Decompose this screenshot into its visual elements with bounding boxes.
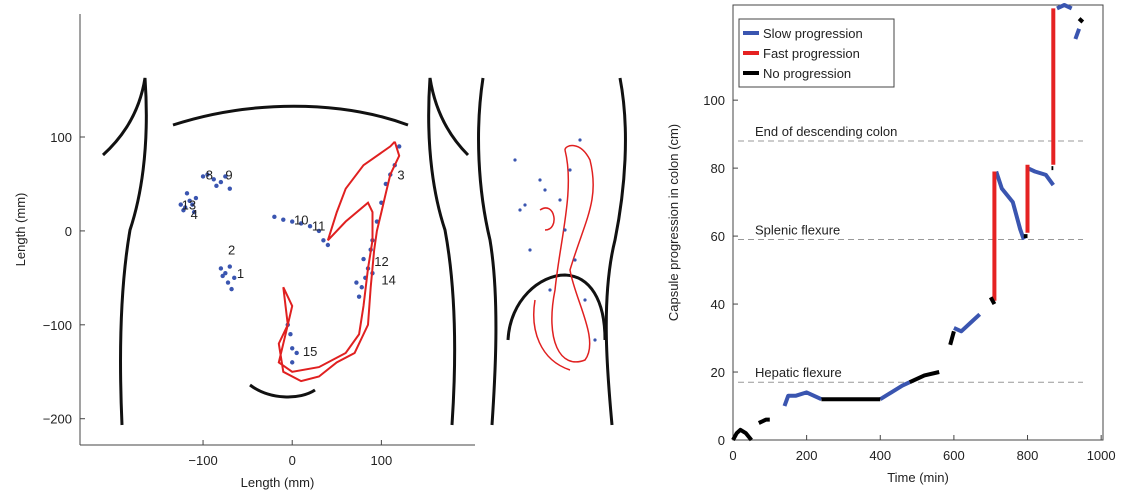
annotation: 8 — [206, 168, 213, 183]
annotation: 11 — [312, 218, 326, 233]
x-tick-label: 200 — [796, 448, 818, 463]
point — [288, 332, 292, 336]
annotation: 15 — [303, 344, 317, 359]
legend-label: Slow progression — [763, 26, 863, 41]
point — [214, 184, 218, 188]
y-tick-label: 20 — [711, 365, 725, 380]
point — [228, 186, 232, 190]
y-tick-label: 100 — [703, 93, 725, 108]
point — [185, 191, 189, 195]
annotation: 9 — [225, 168, 232, 183]
reference-label: End of descending colon — [755, 124, 897, 139]
point — [232, 276, 236, 280]
annotation: 12 — [374, 254, 388, 269]
reference-label: Splenic flexure — [755, 222, 840, 237]
annotation: 14 — [381, 273, 395, 288]
legend-label: No progression — [763, 66, 851, 81]
x-tick-label: −100 — [188, 453, 217, 468]
point — [201, 174, 205, 178]
point — [354, 280, 358, 284]
point — [290, 360, 294, 364]
y-tick-label: −200 — [43, 412, 72, 427]
y-tick-label: 0 — [718, 433, 725, 448]
y-tick-label: 80 — [711, 161, 725, 176]
y-tick-label: −100 — [43, 318, 72, 333]
point — [219, 180, 223, 184]
y-tick-label: 60 — [711, 229, 725, 244]
x-tick-label: 0 — [729, 448, 736, 463]
point — [226, 280, 230, 284]
side-view — [513, 138, 596, 370]
figure: −1000100−200−1000100Length (mm)Length (m… — [0, 0, 1123, 495]
x-tick-label: 1000 — [1087, 448, 1116, 463]
point — [361, 257, 365, 261]
x-tick-label: 600 — [943, 448, 965, 463]
x-tick-label: 800 — [1017, 448, 1039, 463]
point — [229, 287, 233, 291]
point — [219, 266, 223, 270]
x-tick-label: 400 — [869, 448, 891, 463]
y-axis-label: Length (mm) — [13, 193, 28, 267]
x-tick-label: 0 — [289, 453, 296, 468]
x-tick-label: 100 — [371, 453, 393, 468]
point — [294, 351, 298, 355]
point — [321, 238, 325, 242]
y-tick-label: 0 — [65, 224, 72, 239]
y-axis-label: Capsule progression in colon (cm) — [666, 124, 681, 321]
annotation: 13 — [182, 198, 196, 213]
y-tick-label: 100 — [50, 130, 72, 145]
point — [360, 285, 364, 289]
point — [220, 274, 224, 278]
y-tick-label: 40 — [711, 297, 725, 312]
series-line — [994, 8, 1053, 300]
point — [281, 217, 285, 221]
reference-label: Hepatic flexure — [755, 365, 842, 380]
annotation: 10 — [294, 213, 308, 228]
legend-label: Fast progression — [763, 46, 860, 61]
point — [326, 243, 330, 247]
annotation: 2 — [228, 243, 235, 258]
point — [357, 294, 361, 298]
point — [290, 346, 294, 350]
annotation: 1 — [237, 266, 244, 281]
x-axis-label: Length (mm) — [241, 475, 315, 490]
point — [272, 215, 276, 219]
x-axis-label: Time (min) — [887, 470, 949, 485]
point — [228, 264, 232, 268]
annotation: 3 — [397, 168, 404, 183]
